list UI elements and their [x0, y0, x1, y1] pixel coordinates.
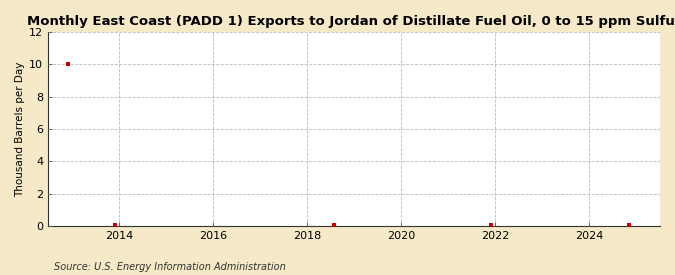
Title: Monthly East Coast (PADD 1) Exports to Jordan of Distillate Fuel Oil, 0 to 15 pp: Monthly East Coast (PADD 1) Exports to J…: [27, 15, 675, 28]
Point: [329, 223, 340, 227]
Point: [623, 223, 634, 227]
Y-axis label: Thousand Barrels per Day: Thousand Barrels per Day: [15, 61, 25, 197]
Point: [109, 223, 120, 227]
Text: Source: U.S. Energy Information Administration: Source: U.S. Energy Information Administ…: [54, 262, 286, 272]
Point: [62, 62, 73, 67]
Point: [486, 223, 497, 227]
